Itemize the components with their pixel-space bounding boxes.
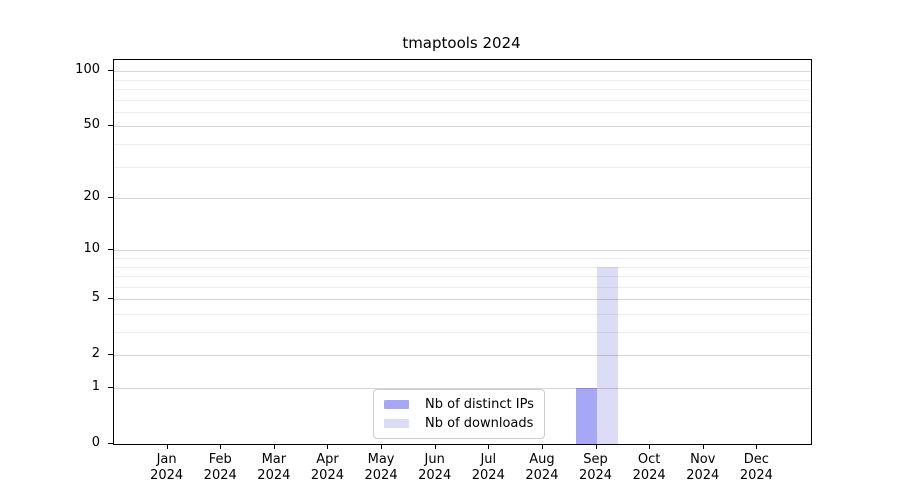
x-tick-jul [488, 444, 490, 449]
chart-title: tmaptools 2024 [402, 34, 521, 52]
legend-item-distinct-ips: Nb of distinct IPs [384, 395, 534, 414]
x-tick-may [381, 444, 383, 449]
gridline-1 [114, 388, 811, 389]
x-tick-oct [649, 444, 651, 449]
y-tick-label-20: 20 [83, 189, 100, 205]
y-tick-label-5: 5 [91, 290, 100, 306]
x-tick-label-aug: Aug 2024 [525, 452, 559, 483]
legend-label-distinct-ips: Nb of distinct IPs [425, 397, 534, 412]
x-tick-label-dec: Dec 2024 [739, 452, 773, 483]
gridline-20 [114, 198, 811, 200]
gridline-90 [114, 79, 811, 81]
x-tick-aug [541, 444, 543, 449]
x-tick-label-apr: Apr 2024 [310, 452, 344, 483]
y-tick-label-2: 2 [91, 346, 100, 362]
y-tick-100 [108, 70, 113, 72]
legend-swatch-distinct-ips [384, 400, 409, 409]
bar-distinct-ips-sep [575, 388, 597, 444]
y-tick-0 [108, 443, 113, 444]
x-tick-label-oct: Oct 2024 [632, 452, 666, 483]
gridline-50 [114, 126, 811, 128]
y-tick-10 [108, 249, 113, 251]
y-tick-50 [108, 125, 113, 127]
gridline-8 [114, 266, 811, 268]
gridline-9 [114, 257, 811, 259]
gridline-40 [114, 144, 811, 145]
gridline-4 [114, 313, 811, 315]
x-tick-mar [273, 444, 275, 449]
y-tick-label-1: 1 [91, 379, 100, 394]
x-tick-label-nov: Nov 2024 [686, 452, 720, 483]
y-tick-label-50: 50 [83, 117, 100, 133]
x-tick-label-jun: Jun 2024 [418, 452, 452, 483]
y-tick-label-0: 0 [91, 435, 100, 450]
bar-downloads-sep [596, 266, 618, 444]
x-tick-label-mar: Mar 2024 [257, 452, 291, 483]
gridline-6 [114, 286, 811, 288]
plot-area [113, 59, 812, 445]
y-tick-label-10: 10 [83, 241, 100, 257]
gridline-70 [114, 99, 811, 101]
y-tick-5 [108, 298, 113, 300]
legend-item-downloads: Nb of downloads [384, 414, 534, 433]
x-tick-label-feb: Feb 2024 [203, 452, 237, 483]
x-tick-label-jul: Jul 2024 [471, 452, 505, 483]
x-tick-feb [220, 444, 222, 449]
x-tick-label-sep: Sep 2024 [578, 452, 613, 483]
y-tick-2 [108, 354, 113, 356]
y-tick-1 [108, 387, 113, 388]
x-tick-jun [434, 444, 436, 449]
x-tick-nov [702, 444, 704, 449]
x-tick-dec [756, 444, 758, 449]
gridline-7 [114, 276, 811, 278]
x-tick-label-may: May 2024 [364, 452, 398, 483]
gridline-100 [114, 71, 811, 73]
x-tick-jan [166, 444, 168, 449]
x-tick-apr [327, 444, 329, 449]
x-tick-sep [595, 444, 597, 449]
gridline-10 [114, 250, 811, 252]
y-tick-20 [108, 197, 113, 199]
gridline-5 [114, 299, 811, 301]
gridline-80 [114, 89, 811, 90]
legend-label-downloads: Nb of downloads [425, 416, 534, 431]
gridline-2 [114, 355, 811, 357]
x-tick-label-jan: Jan 2024 [150, 452, 184, 483]
legend-swatch-downloads [384, 419, 409, 428]
legend: Nb of distinct IPs Nb of downloads [373, 389, 545, 439]
gridline-30 [114, 166, 811, 168]
y-tick-label-100: 100 [75, 62, 100, 78]
gridline-60 [114, 111, 811, 113]
gridline-3 [114, 332, 811, 333]
